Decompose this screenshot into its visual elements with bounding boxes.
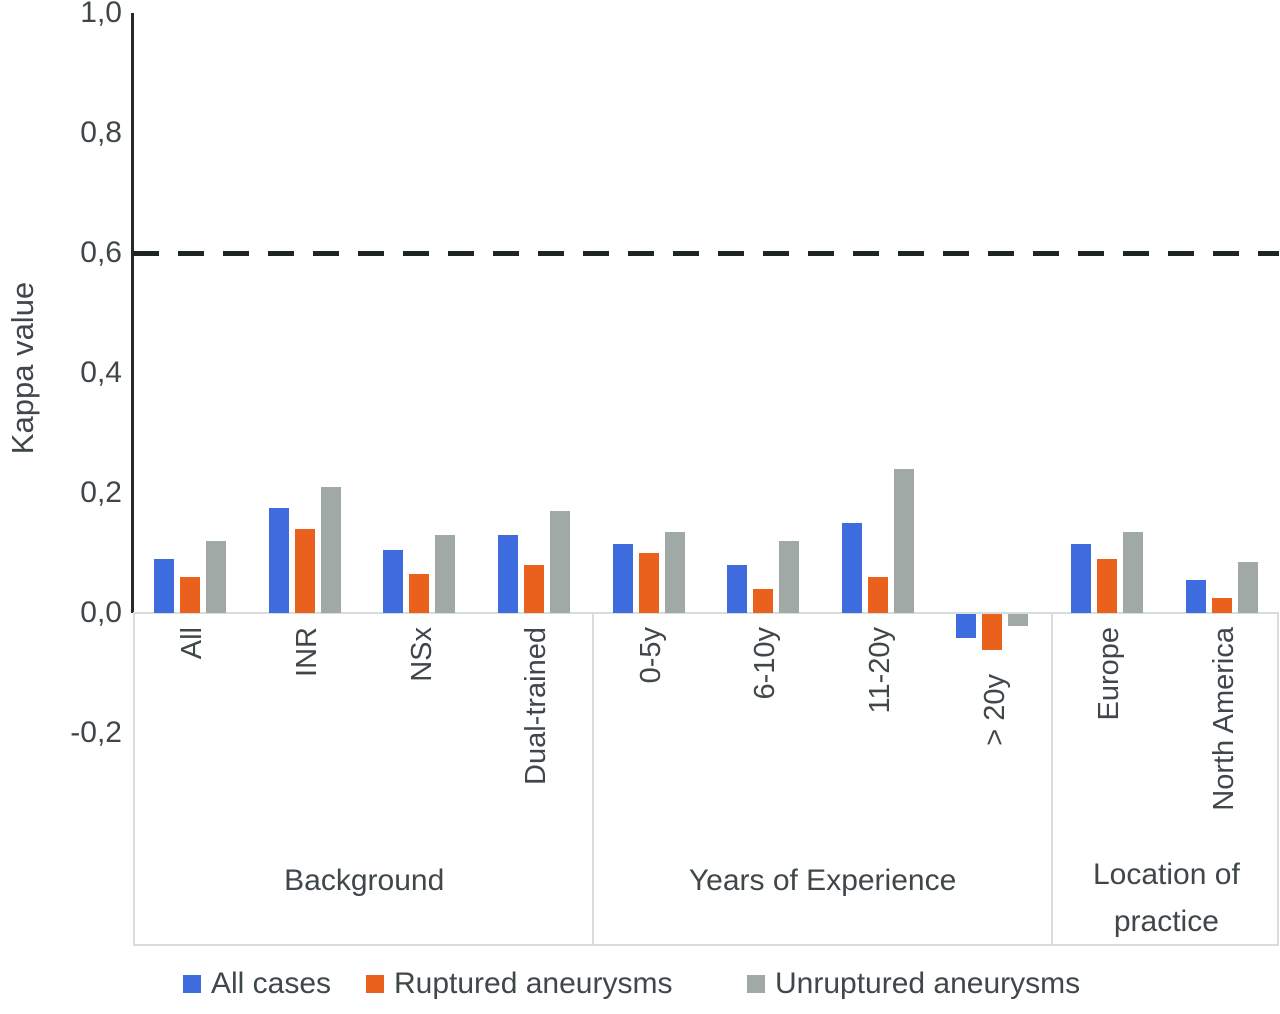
category-slot bbox=[362, 13, 477, 613]
x-axis-baseline bbox=[133, 612, 1279, 614]
bar bbox=[180, 577, 201, 613]
group-divider-line bbox=[1050, 613, 1053, 944]
y-tick-label: 0,4 bbox=[80, 356, 122, 389]
bar bbox=[320, 487, 341, 613]
bar bbox=[294, 529, 315, 613]
category-label-area: All INR NSx Dual-trained 0-5y 6-10y 11-20y > 20… bbox=[133, 613, 1279, 946]
bar bbox=[612, 544, 633, 613]
category-slot bbox=[248, 13, 363, 613]
y-tick-label: 1,0 bbox=[80, 0, 122, 29]
category-label: INR bbox=[290, 627, 323, 677]
bar bbox=[1097, 559, 1118, 613]
bar bbox=[841, 523, 862, 613]
category-slot bbox=[935, 13, 1050, 650]
legend-swatch-icon bbox=[747, 975, 765, 993]
bar bbox=[956, 614, 977, 638]
bar bbox=[664, 532, 685, 613]
bar bbox=[638, 553, 659, 613]
category-slot bbox=[591, 13, 706, 613]
category-slot bbox=[706, 13, 821, 613]
bar bbox=[435, 535, 456, 613]
y-tick-label: 0,6 bbox=[80, 236, 122, 269]
y-tick-label: 0,2 bbox=[80, 476, 122, 509]
group-divider-line bbox=[592, 613, 595, 944]
y-axis-line bbox=[131, 13, 134, 613]
legend-swatch-icon bbox=[183, 975, 201, 993]
bar bbox=[779, 541, 800, 613]
category-slot bbox=[133, 13, 248, 613]
bar bbox=[727, 565, 748, 613]
bar bbox=[154, 559, 175, 613]
category-label: 11-20y bbox=[863, 627, 896, 714]
category-label: Dual-trained bbox=[520, 627, 553, 785]
bar bbox=[1237, 562, 1258, 613]
y-tick-label: 0,0 bbox=[80, 596, 122, 629]
bar bbox=[1008, 614, 1029, 626]
y-tick-label: 0,8 bbox=[80, 116, 122, 149]
reference-dashed-line bbox=[133, 251, 1279, 256]
bar bbox=[982, 614, 1003, 650]
bar bbox=[753, 589, 774, 613]
category-slot bbox=[1164, 13, 1279, 613]
bar bbox=[550, 511, 571, 613]
category-slot bbox=[821, 13, 936, 613]
legend-label: All cases bbox=[211, 967, 332, 1000]
legend-label: Unruptured aneurysms bbox=[775, 967, 1081, 1000]
bar bbox=[867, 577, 888, 613]
plot-area bbox=[131, 13, 1279, 650]
category-label: > 20y bbox=[978, 674, 1011, 746]
category-slot bbox=[477, 13, 592, 613]
group-label: Years of Experience bbox=[688, 864, 957, 897]
y-tick-label: -0,2 bbox=[70, 716, 122, 749]
legend: All cases Ruptured aneurysms Unruptured an… bbox=[0, 966, 1280, 1002]
category-label: 0-5y bbox=[634, 627, 667, 684]
category-label: Europe bbox=[1093, 627, 1126, 721]
bar bbox=[1185, 580, 1206, 613]
legend-item: Ruptured aneurysms bbox=[366, 966, 672, 1002]
bar bbox=[268, 508, 289, 613]
group-label: Location of practice bbox=[1093, 858, 1240, 938]
bar bbox=[383, 550, 404, 613]
legend-item: Unruptured aneurysms bbox=[747, 966, 1080, 1002]
category-label: 6-10y bbox=[749, 627, 782, 700]
category-label: All bbox=[176, 627, 209, 660]
category-slot bbox=[1050, 13, 1165, 613]
bar bbox=[498, 535, 519, 613]
bar bbox=[1071, 544, 1092, 613]
category-label: North America bbox=[1207, 627, 1240, 811]
bar bbox=[1123, 532, 1144, 613]
group-label: Background bbox=[284, 864, 445, 897]
legend-label: Ruptured aneurysms bbox=[394, 967, 673, 1000]
bar bbox=[893, 469, 914, 613]
bar bbox=[524, 565, 545, 613]
bar bbox=[1211, 598, 1232, 613]
legend-swatch-icon bbox=[366, 975, 384, 993]
bar bbox=[409, 574, 430, 613]
legend-item: All cases bbox=[183, 966, 331, 1002]
category-label: NSx bbox=[405, 627, 438, 682]
bar bbox=[206, 541, 227, 613]
